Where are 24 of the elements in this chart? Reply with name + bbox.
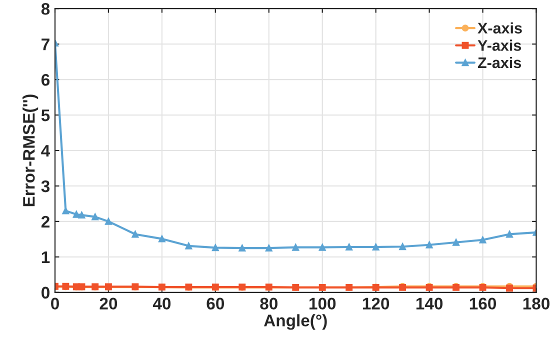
x-tick-label: 80 <box>260 298 278 310</box>
y-tick-label: 5 <box>41 110 50 122</box>
x-tick-label: 120 <box>362 298 390 310</box>
y-tick-label: 8 <box>41 3 50 15</box>
y-tick-label: 3 <box>41 180 50 192</box>
x-tick-label: 20 <box>100 298 118 310</box>
x-tick-label: 180 <box>523 298 550 310</box>
y-tick-label: 0 <box>42 286 50 299</box>
legend-label: Y-axis <box>478 40 522 51</box>
y-tick-label: 2 <box>41 216 50 228</box>
legend-label: X-axis <box>478 22 522 34</box>
x-tick-label: 160 <box>470 298 496 310</box>
y-axis-title: Error-RMSE('') <box>22 94 38 206</box>
x-tick-label: 60 <box>206 298 224 310</box>
y-tick-label: 1 <box>42 252 50 263</box>
legend-label: Z-axis <box>478 56 522 68</box>
y-tick-label: 7 <box>42 38 50 50</box>
x-tick-label: 100 <box>310 298 336 310</box>
x-tick-label: 0 <box>51 298 59 310</box>
y-tick-label: 6 <box>41 74 50 86</box>
x-tick-label: 40 <box>152 298 171 310</box>
y-tick-label: 4 <box>41 145 50 157</box>
x-tick-label: 140 <box>416 298 443 310</box>
x-axis-title: Angle(°) <box>264 314 327 330</box>
